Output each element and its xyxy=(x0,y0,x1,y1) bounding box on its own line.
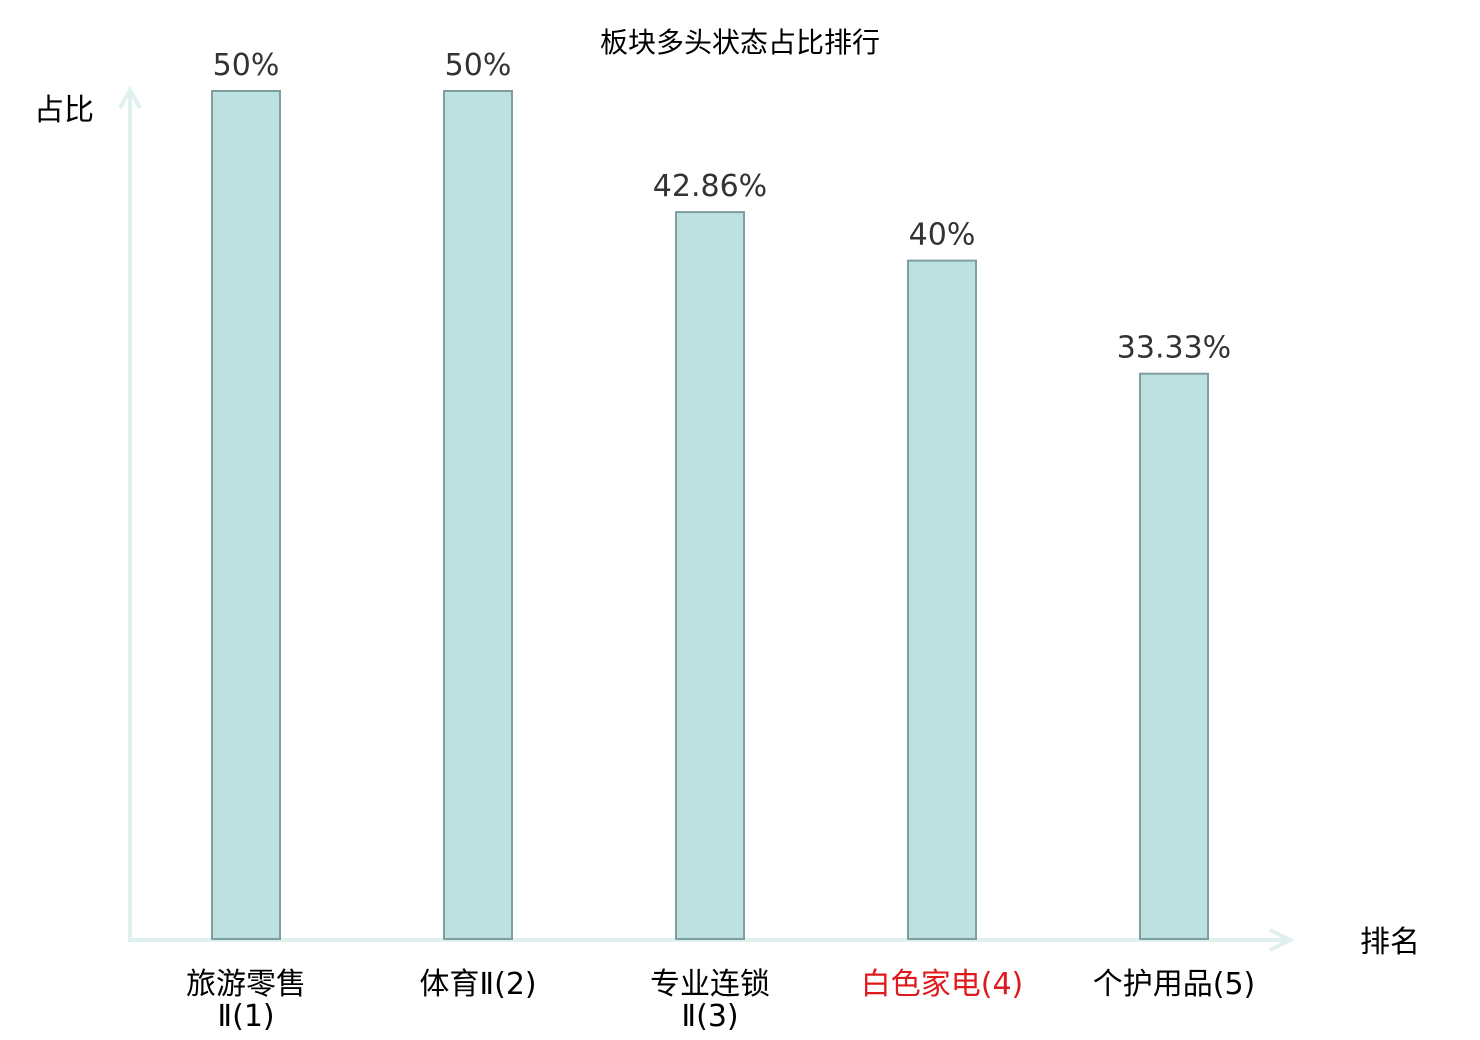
x-axis-label: 排名 xyxy=(1360,925,1420,960)
x-tick-label: 旅游零售 xyxy=(186,967,306,1002)
x-tick-label: 体育Ⅱ(2) xyxy=(419,967,536,1002)
bar-value-label: 50% xyxy=(445,48,512,83)
x-tick-label: 白色家电(4) xyxy=(861,967,1024,1002)
bar-value-label: 40% xyxy=(909,218,976,253)
x-tick-label: Ⅱ(1) xyxy=(217,999,274,1034)
y-axis-arrow xyxy=(118,85,142,109)
bars-group xyxy=(211,90,1209,941)
x-tick-label: Ⅱ(3) xyxy=(681,999,738,1034)
bar-value-label: 33.33% xyxy=(1117,331,1231,366)
bar xyxy=(907,259,977,941)
x-tick-label: 专业连锁 xyxy=(650,967,770,1002)
bar xyxy=(1139,372,1209,940)
value-labels-group: 50% 50% 42.86% 40% 33.33% xyxy=(213,48,1232,366)
bar xyxy=(443,90,513,940)
x-tick-label: 个护用品(5) xyxy=(1093,967,1256,1002)
bar xyxy=(211,90,281,940)
axes xyxy=(118,85,1295,952)
bar-value-label: 50% xyxy=(213,48,280,83)
bar-value-label: 42.86% xyxy=(653,169,767,204)
bar xyxy=(675,211,745,940)
y-axis-label: 占比 xyxy=(34,93,94,128)
x-axis-arrow xyxy=(1269,928,1295,952)
chart-title: 板块多头状态占比排行 xyxy=(600,26,880,59)
